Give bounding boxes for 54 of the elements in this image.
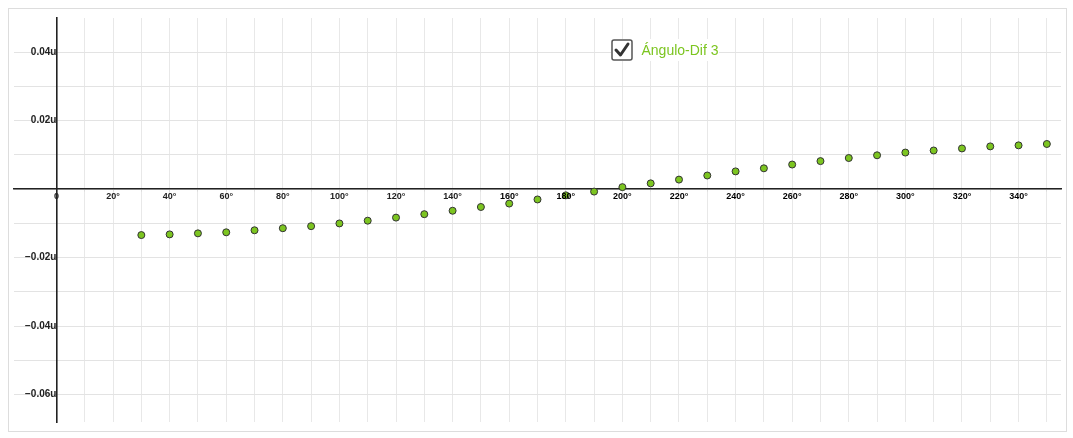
point (646, 179, 655, 188)
x-tick-label: 120° (386, 191, 406, 202)
point (618, 183, 627, 192)
x-tick-label: 140° (443, 191, 463, 202)
x-tick-label: 100° (330, 191, 350, 202)
point (1014, 141, 1023, 150)
point (957, 144, 966, 153)
y-tick-label: 0.02u (30, 114, 57, 126)
x-tick-label: 260° (782, 191, 802, 202)
point (250, 226, 259, 235)
point (901, 148, 910, 157)
point (420, 210, 429, 219)
x-tick-label: 160° (499, 191, 519, 202)
point (844, 154, 853, 163)
x-tick-label: 80° (276, 191, 291, 202)
y-tick-label: 0.04u (30, 45, 57, 57)
point (363, 216, 372, 225)
x-tick-label: 340° (1009, 191, 1029, 202)
point (788, 160, 797, 169)
point (759, 164, 768, 173)
y-tick-label: −0.02u (25, 251, 57, 263)
point (193, 229, 202, 238)
x-tick-label: 320° (952, 191, 972, 202)
x-tick-label: 220° (669, 191, 689, 202)
point (1042, 139, 1051, 148)
point (929, 146, 938, 155)
point (731, 167, 740, 176)
x-tick-label: 280° (839, 191, 859, 202)
point (505, 199, 514, 208)
y-tick-label: −0.06u (25, 388, 57, 400)
point (590, 187, 599, 196)
point (335, 219, 344, 228)
point (703, 171, 712, 180)
point (448, 206, 457, 215)
x-tick-label: 60° (219, 191, 234, 202)
point (873, 151, 882, 160)
point (816, 157, 825, 166)
point (392, 213, 401, 222)
point (278, 224, 287, 233)
x-tick-label: 300° (896, 191, 916, 202)
point (674, 175, 683, 184)
point (476, 202, 485, 211)
point (307, 222, 316, 231)
x-tick-label: 200° (613, 191, 633, 202)
legend-label: Ángulo-Dif 3 (641, 42, 719, 58)
y-tick-label: −0.04u (25, 319, 57, 331)
point (533, 195, 542, 204)
point (165, 230, 174, 239)
x-tick-label: 240° (726, 191, 746, 202)
x-tick-label: 20° (106, 191, 121, 202)
point (222, 228, 231, 237)
x-tick-label: 40° (162, 191, 177, 202)
point (986, 142, 995, 151)
point (137, 231, 146, 240)
